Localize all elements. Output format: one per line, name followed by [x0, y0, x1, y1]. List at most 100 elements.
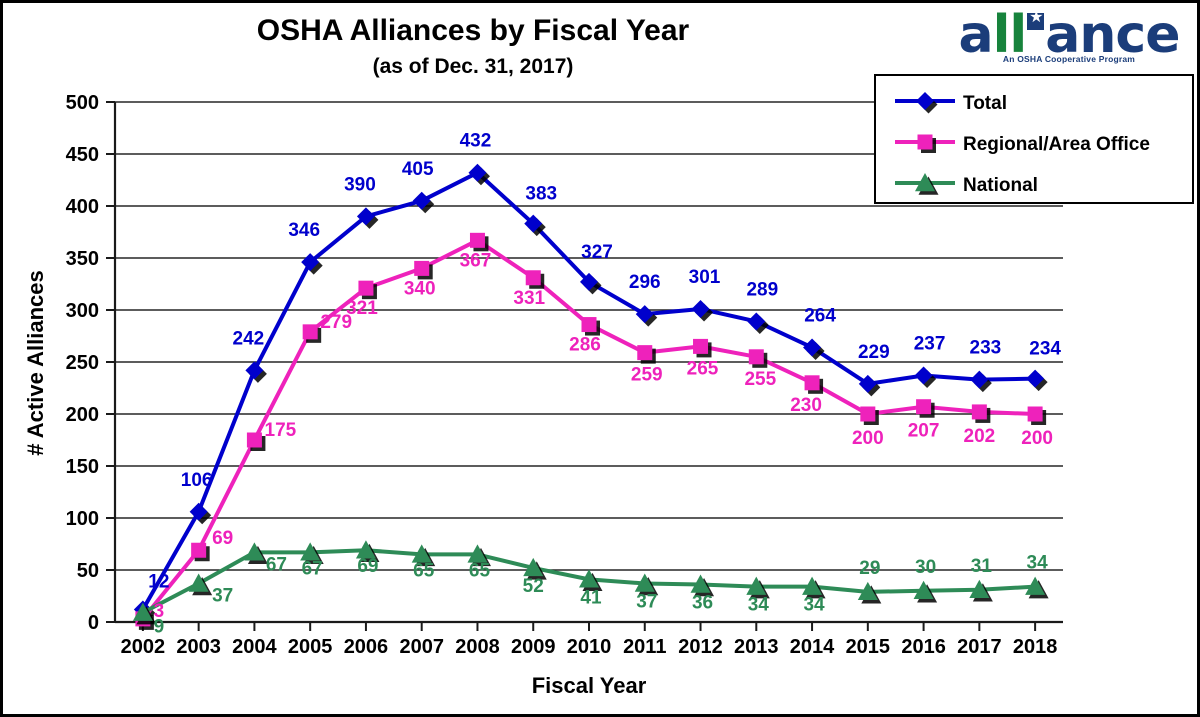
- data-label: 36: [692, 593, 713, 614]
- x-tick-label: 2003: [176, 636, 221, 658]
- data-point-marker: [300, 542, 321, 561]
- data-label: 233: [970, 338, 1002, 359]
- data-label: 432: [460, 131, 492, 152]
- alliance-logo: all ★ ance An OSHA Cooperative Program: [953, 8, 1185, 75]
- data-label: 12: [148, 572, 169, 593]
- x-tick-label: 2015: [846, 636, 891, 658]
- data-label: 175: [265, 420, 297, 441]
- series-total: [133, 163, 1048, 623]
- x-tick-label: 2004: [232, 636, 277, 658]
- data-label: 29: [859, 558, 880, 579]
- data-label: 30: [915, 557, 936, 578]
- data-label: 67: [302, 558, 323, 579]
- x-axis-title: Fiscal Year: [532, 673, 647, 698]
- data-point-marker: [803, 338, 822, 357]
- logo-tagline: An OSHA Cooperative Program: [1002, 54, 1136, 64]
- data-point-marker: [245, 361, 264, 380]
- chart-title: OSHA Alliances by Fiscal Year: [257, 14, 690, 47]
- data-label: 65: [469, 560, 491, 581]
- data-label: 229: [858, 342, 890, 363]
- data-label: 301: [689, 267, 721, 288]
- x-tick-label: 2011: [623, 636, 666, 658]
- data-label: 289: [746, 279, 778, 300]
- data-point-marker: [693, 338, 709, 354]
- data-point-marker: [1027, 406, 1043, 422]
- data-label: 279: [320, 312, 352, 333]
- data-point-marker: [802, 576, 823, 595]
- data-point-marker: [858, 374, 877, 393]
- x-tick-label: 2006: [344, 636, 389, 658]
- logo-star-glyph: ★: [1029, 7, 1043, 26]
- data-point-marker: [301, 253, 320, 272]
- data-label: 69: [212, 528, 233, 549]
- data-label: 327: [581, 242, 613, 263]
- data-label: 296: [629, 272, 661, 293]
- data-point-marker: [188, 573, 209, 592]
- data-point-marker: [1025, 576, 1046, 595]
- logo-letter-a: a: [958, 5, 994, 65]
- x-tick-label: 2018: [1013, 636, 1058, 658]
- data-point-marker: [132, 602, 153, 621]
- legend-item-total[interactable]: Total: [895, 92, 1007, 114]
- data-point-marker: [970, 370, 989, 389]
- legend-item-national[interactable]: National: [895, 173, 1038, 196]
- y-tick-label: 500: [66, 92, 99, 114]
- x-tick-label: 2008: [455, 636, 500, 658]
- data-label: 255: [744, 369, 776, 390]
- data-label: 200: [1021, 428, 1053, 449]
- data-label: 237: [914, 334, 946, 355]
- data-label: 202: [964, 426, 996, 447]
- data-label: 259: [631, 365, 663, 386]
- y-tick-label: 0: [88, 612, 99, 634]
- data-label: 200: [852, 428, 884, 449]
- data-label: 331: [513, 288, 545, 309]
- y-axis-ticks: 0 50 100 150 200 250 300 350 400 450 500: [66, 92, 115, 634]
- data-point-marker: [690, 574, 711, 593]
- data-label: 265: [687, 358, 719, 379]
- data-label: 346: [288, 220, 320, 241]
- data-point-marker: [524, 214, 543, 233]
- osha-alliances-line-chart: OSHA Alliances by Fiscal Year (as of Dec…: [23, 14, 1194, 698]
- y-tick-label: 200: [66, 404, 99, 426]
- series-national: [132, 540, 1049, 625]
- data-point-marker: [971, 404, 987, 420]
- data-label: 286: [569, 335, 601, 356]
- y-tick-label: 150: [66, 456, 99, 478]
- data-point-marker: [860, 406, 876, 422]
- data-point-marker: [914, 366, 933, 385]
- logo-letters-ance: ance: [1045, 5, 1180, 65]
- data-label: 340: [404, 278, 436, 299]
- data-label: 67: [266, 554, 287, 575]
- y-tick-label: 100: [66, 508, 99, 530]
- logo-star-icon: ★: [1027, 8, 1045, 30]
- data-point-marker: [635, 305, 654, 324]
- data-label: 69: [357, 556, 378, 577]
- x-tick-label: 2012: [678, 636, 723, 658]
- data-point-marker: [412, 191, 431, 210]
- data-label: 230: [790, 395, 822, 416]
- data-label: 264: [804, 305, 836, 326]
- y-tick-label: 300: [66, 300, 99, 322]
- data-label: 383: [525, 184, 557, 205]
- data-point-marker: [469, 232, 485, 248]
- data-label: 405: [402, 159, 434, 180]
- series-line: [140, 170, 1038, 612]
- data-point-marker: [525, 270, 541, 286]
- x-tick-label: 2005: [288, 636, 333, 658]
- data-point-marker: [246, 432, 262, 448]
- data-point-marker: [189, 502, 208, 521]
- x-tick-label: 2016: [901, 636, 946, 658]
- y-tick-label: 50: [77, 560, 99, 582]
- data-point-marker: [468, 163, 487, 182]
- data-point-marker: [913, 580, 934, 599]
- data-point-marker: [637, 345, 653, 361]
- x-tick-label: 2002: [121, 636, 166, 658]
- data-point-marker: [916, 92, 934, 110]
- legend-item-regional-area-office[interactable]: Regional/Area Office: [895, 134, 1150, 155]
- data-point-marker: [746, 576, 767, 595]
- legend-label: Regional/Area Office: [963, 134, 1150, 155]
- data-label: 31: [971, 556, 993, 577]
- data-point-marker: [857, 581, 878, 601]
- data-point-marker: [191, 542, 207, 558]
- data-label: 37: [636, 592, 657, 613]
